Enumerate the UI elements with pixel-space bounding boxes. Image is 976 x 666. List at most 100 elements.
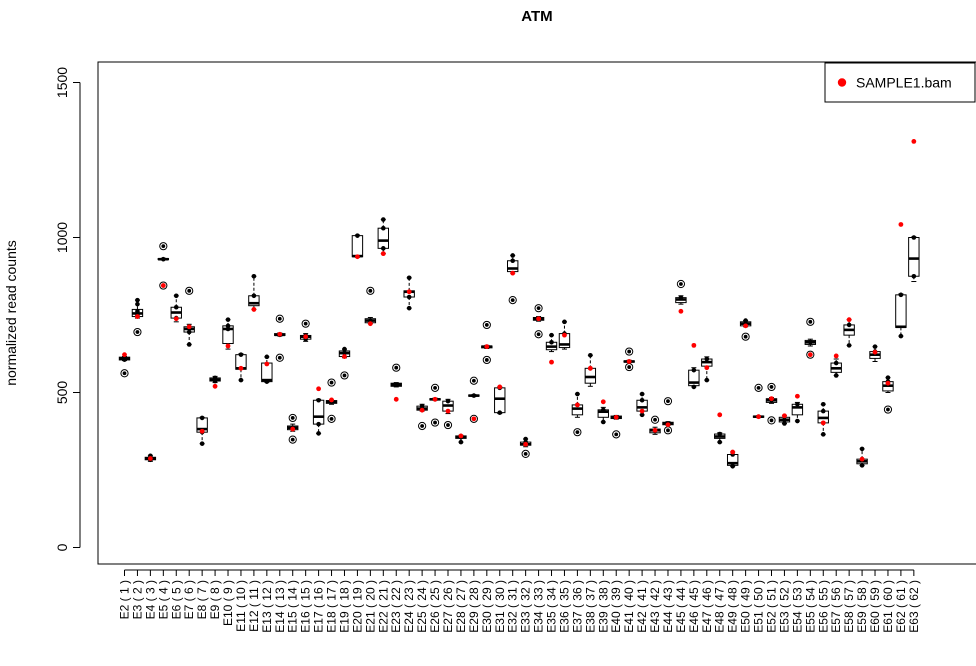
box-iqr (377, 227, 390, 249)
box-group (455, 433, 467, 445)
data-point (678, 295, 684, 300)
data-point (251, 273, 257, 279)
data-point (795, 418, 800, 424)
x-tick-label: E2 ( 1 ) (118, 580, 132, 619)
x-tick-label: E23 ( 22 ) (389, 580, 403, 633)
x-tick-label: E30 ( 29 ) (480, 580, 494, 633)
data-point (872, 344, 878, 349)
x-tick-label: E33 ( 32 ) (519, 580, 533, 633)
data-point (381, 225, 386, 231)
sample-point (445, 408, 451, 414)
box-group (299, 319, 312, 342)
data-point (536, 306, 541, 311)
data-point (186, 329, 192, 335)
sample-point (264, 361, 270, 367)
data-point (820, 408, 826, 414)
x-tick-label: E19 ( 18 ) (337, 580, 351, 633)
data-point (886, 407, 890, 412)
box-iqr (494, 387, 506, 414)
data-point (743, 318, 748, 323)
sample-point (135, 314, 140, 319)
sample-point (238, 365, 244, 371)
data-point (653, 417, 657, 422)
x-tick-label: E8 ( 7 ) (195, 580, 209, 619)
sample-point (122, 352, 127, 358)
outlier-point (767, 416, 776, 425)
data-point (187, 288, 192, 293)
outlier-point (418, 421, 427, 431)
outlier-point (288, 413, 297, 423)
data-point (691, 384, 697, 390)
x-tick-label: E57 ( 56 ) (829, 580, 843, 633)
box-group (817, 401, 829, 437)
outlier-point (159, 242, 168, 251)
data-point (264, 354, 270, 360)
box-group (739, 318, 752, 341)
sample-point (691, 342, 697, 348)
data-point (381, 246, 386, 251)
sample-point (367, 321, 373, 327)
y-tick-label: 1000 (54, 222, 70, 253)
data-point (704, 356, 710, 362)
sample-point (756, 414, 761, 420)
data-point (316, 397, 321, 403)
outlier-point (430, 383, 440, 392)
box-group (325, 378, 338, 423)
data-point (290, 416, 295, 420)
outlier-point (469, 414, 478, 423)
box-group (390, 363, 402, 402)
box-group (274, 314, 286, 362)
data-point (898, 292, 904, 298)
x-tick-label: E52 ( 51 ) (765, 580, 779, 633)
data-point (161, 244, 166, 249)
x-tick-label: E40 ( 39 ) (609, 580, 623, 633)
data-point (264, 379, 270, 384)
x-tick-label: E51 ( 50 ) (752, 580, 766, 633)
data-point (135, 297, 140, 303)
x-tick-label: E46 ( 45 ) (687, 580, 701, 633)
data-point (627, 365, 632, 369)
box-group (118, 352, 131, 378)
x-tick-label: E15 ( 14 ) (286, 580, 300, 633)
box-group (610, 414, 622, 439)
sample-point (380, 251, 386, 257)
sample-point (173, 316, 179, 322)
data-point (833, 373, 839, 378)
box-group (662, 397, 674, 435)
box-iqr (908, 237, 920, 277)
x-tick-label: E48 ( 47 ) (713, 580, 727, 633)
box-group (791, 393, 804, 424)
data-point (368, 288, 373, 293)
x-tick-label: E43 ( 42 ) (648, 580, 662, 633)
box-group (377, 217, 390, 257)
data-point (135, 308, 140, 314)
x-tick-label: E49 ( 48 ) (726, 580, 740, 633)
sample-point (484, 344, 490, 350)
data-point (575, 430, 580, 435)
outlier-point (650, 415, 660, 424)
boxes-layer (118, 139, 920, 469)
sample-point (225, 343, 231, 349)
box-group (545, 332, 558, 365)
x-tick-label: E28 ( 27 ) (454, 580, 468, 633)
data-point (225, 317, 231, 322)
sample-point (355, 254, 360, 260)
data-point (859, 446, 865, 452)
data-point (394, 365, 399, 370)
data-point (911, 235, 917, 240)
box-group (157, 242, 170, 290)
outlier-point (741, 332, 750, 341)
outlier-point (508, 296, 517, 305)
x-tick-label: E62 ( 61 ) (894, 580, 908, 633)
x-tick-label: E50 ( 49 ) (739, 580, 753, 633)
sample-point (290, 426, 296, 432)
sample-point (730, 449, 736, 455)
x-tick-label: E54 ( 53 ) (790, 580, 804, 633)
data-point (846, 322, 852, 328)
x-tick-label: E42 ( 41 ) (635, 580, 649, 633)
data-point (471, 378, 476, 383)
sample-point (419, 407, 425, 413)
box-group (869, 344, 881, 362)
box-group (429, 383, 441, 427)
legend-label: SAMPLE1.bam (856, 75, 952, 91)
